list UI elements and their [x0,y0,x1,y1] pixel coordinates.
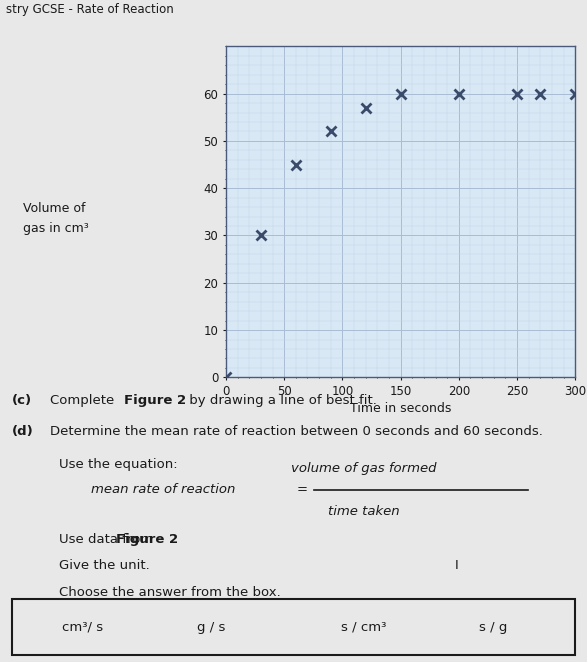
Text: s / cm³: s / cm³ [341,621,387,634]
Text: (c): (c) [12,394,32,407]
Text: =: = [296,483,308,496]
Text: Give the unit.: Give the unit. [59,559,150,573]
Text: by drawing a line of best fit.: by drawing a line of best fit. [185,394,377,407]
Text: time taken: time taken [328,505,400,518]
Text: mean rate of reaction: mean rate of reaction [91,483,235,496]
Text: Use the equation:: Use the equation: [59,458,177,471]
Text: Figure 2: Figure 2 [116,533,178,546]
Text: cm³/ s: cm³/ s [62,621,103,634]
Text: (d): (d) [12,425,33,438]
Text: g / s: g / s [197,621,225,634]
Text: Determine the mean rate of reaction between 0 seconds and 60 seconds.: Determine the mean rate of reaction betw… [50,425,543,438]
Text: Choose the answer from the box.: Choose the answer from the box. [59,586,281,599]
Text: Use data from: Use data from [59,533,157,546]
Text: volume of gas formed: volume of gas formed [291,461,437,475]
Text: Figure 2: Figure 2 [124,394,187,407]
Text: stry GCSE - Rate of Reaction: stry GCSE - Rate of Reaction [6,3,174,17]
Text: I: I [455,559,458,573]
Text: Volume of: Volume of [23,202,86,215]
Text: Complete: Complete [50,394,119,407]
Text: gas in cm³: gas in cm³ [23,222,89,235]
Text: .: . [170,533,174,546]
Text: s / g: s / g [479,621,507,634]
X-axis label: Time in seconds: Time in seconds [350,402,451,415]
